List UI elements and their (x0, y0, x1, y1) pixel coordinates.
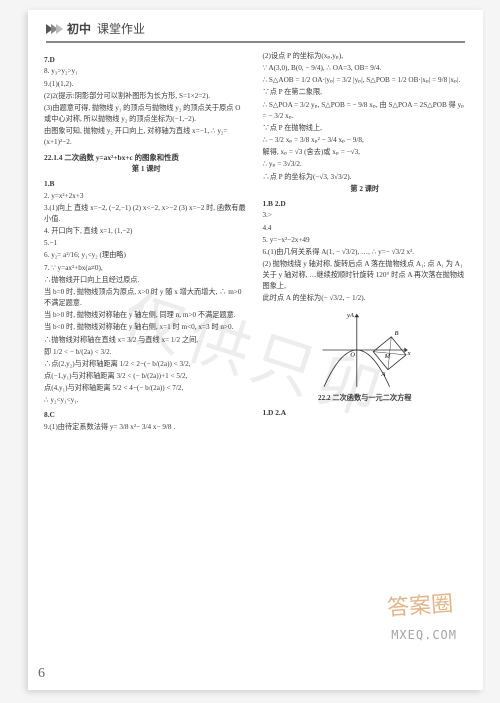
text-line: ∵点 P 在第二象限, (263, 87, 468, 98)
text-line: 5.−1 (44, 238, 249, 249)
brand-url: MXEQ.COM (391, 628, 457, 642)
text-line: 2. y=x²+2x+3 (44, 191, 249, 202)
page-header: 初中 课堂作业 (28, 10, 483, 39)
text-line: 第 2 课时 (263, 184, 468, 195)
text-line: 1.B 2.D (263, 198, 468, 209)
text-line: 点(4,y₁)与对称轴距离 5/2 < 4−(− b/(2a)) < 7/2, (44, 383, 249, 394)
parabola-diagram: O M A Bx yA (315, 309, 415, 391)
text-line: 当 b=0 时, 抛物线顶点为原点, x>0 时 y 随 x 增大而增大, ∴ … (44, 287, 249, 309)
text-line: ∴ S△AOB = 1/2 OA·|yₚ| = 3/2 |yₚ|, S△POB … (263, 75, 468, 86)
svg-text:B: B (394, 330, 398, 337)
brand-name: 答案圈 (386, 586, 454, 623)
text-line: 6.(1)由几何关系得 A(1, − √3/2), …, ∴ y=− √3/2 … (263, 247, 468, 258)
text-line: ∴点(2,y₂)与对称轴距离 1/2 < 2−(− b/(2a)) < 3/2, (44, 359, 249, 370)
text-line: (2) 抛物线绕 y 轴对称, 旋转后点 A 落在抛物线点 A₁; 点 A₁ 为… (263, 259, 468, 292)
text-line: 1.B (44, 178, 249, 189)
text-line: ∴ yₚ = 3√3/2. (263, 159, 468, 170)
text-line: ∴ S△POA = 3/2 yₚ, S△POB = − 9/8 xₚ, 由 S△… (263, 100, 468, 122)
text-line: 8.C (44, 409, 249, 420)
text-line: (2)设点 P 的坐标为(xₚ,yₚ), (263, 51, 468, 62)
text-line: 4. 开口向下, 直线 x=1, (1,−2) (44, 226, 249, 237)
text-line: 此时点 A 的坐标为(− √3/2, − 1/2). (263, 293, 468, 304)
text-line: ∴点 P 的坐标为(−√3, 3√3/2). (263, 172, 468, 183)
page: 初中 课堂作业 仅供只卯 7.D8. y₃>y₂>y₁9.(1)(1,2).(2… (28, 10, 483, 690)
page-number: 6 (38, 666, 45, 682)
text-line: 当 b>0 时, 抛物线对称轴在 y 轴左侧, 同理 n, m>0 不满足题意. (44, 310, 249, 321)
svg-text:x: x (406, 350, 410, 357)
text-line: 3.(1)向上 直线 x=−2, (−2,−1) (2) x<−2, x>−2 … (44, 203, 249, 225)
svg-text:A: A (380, 371, 386, 378)
text-line: 9.(1)由待定系数法得 y= 3/8 x²− 3/4 x− 9/8 . (44, 422, 249, 433)
text-line: 由图象可知, 抛物线 y₂ 开口向上, 对称轴为直线 x=−1, ∴ y₂=(x… (44, 126, 249, 148)
text-line: 解得, xₚ = √3 (舍去)或 xₚ = −√3, (263, 147, 468, 158)
text-line: 5. y=−x²−2x+49 (263, 235, 468, 246)
header-bold: 初中 (67, 20, 91, 37)
text-line: 22.1.4 二次函数 y=ax²+bx+c 的图象和性质 (44, 152, 249, 163)
text-line: ∴ − 3/2 xₚ = 3/8 xₚ² − 3/4 xₚ − 9/8, (263, 135, 468, 146)
header-rule (46, 41, 465, 43)
chevron-icon (46, 24, 61, 34)
text-line: 当 b<0 时, 抛物线对称轴在 y 轴右侧, x=1 时 m<0, x=3 时… (44, 322, 249, 333)
text-line: 3.> (263, 210, 468, 221)
text-line: 4.4 (263, 223, 468, 234)
text-line: 1.D 2.A (263, 407, 468, 418)
svg-text:M: M (383, 353, 390, 360)
text-line: ∴ y₂<y₁<y₁. (44, 395, 249, 406)
right-column: (2)设点 P 的坐标为(xₚ,yₚ),∵ A(3,0), B(0, − 9/4… (263, 51, 468, 434)
text-line: ∴抛物线对称轴在直线 x= 3/2 与直线 x= 1/2 之间, (44, 335, 249, 346)
header-label: 课堂作业 (97, 20, 145, 37)
text-line: 第 1 课时 (44, 164, 249, 175)
text-line: (3)由题意可得, 抛物线 y₁ 的顶点与抛物线 y₂ 的顶点关于原点 O 或中… (44, 103, 249, 125)
text-line: 7. ∵ y=ax²+bx(a≠0), (44, 263, 249, 274)
svg-text:yA: yA (346, 312, 355, 319)
content-columns: 7.D8. y₃>y₂>y₁ 9.(1)(1,2).(2)2(提示:阴影部分可以割… (28, 51, 483, 434)
text-line: ∴抛物线开口向上且经过原点. (44, 275, 249, 286)
text-line: 6. y₂= a²/16; y₁<y₂ (理由略) (44, 250, 249, 261)
text-line: 点(−1,y₁)与对称轴距离 3/2 < (− b/(2a))+1 < 5/2, (44, 371, 249, 382)
text-line: 22.2 二次函数与一元二次方程 (263, 393, 468, 404)
text-line: ∵点 P 在抛物线上, (263, 123, 468, 134)
text-line: (2)2(提示:阴影部分可以割补图形为长方形, S=1×2=2). (44, 91, 249, 102)
text-line: 8. y₃>y₂>y₁ (44, 66, 249, 77)
text-line: 9.(1)(1,2). (44, 79, 249, 90)
text-line: 7.D (44, 54, 249, 65)
left-column: 7.D8. y₃>y₂>y₁ 9.(1)(1,2).(2)2(提示:阴影部分可以割… (44, 51, 249, 434)
text-line: 即 1/2 < − b/(2a) < 3/2. (44, 347, 249, 358)
svg-text:O: O (350, 351, 355, 358)
text-line: ∵ A(3,0), B(0, − 9/4), ∴ OA=3, OB= 9/4. (263, 63, 468, 74)
